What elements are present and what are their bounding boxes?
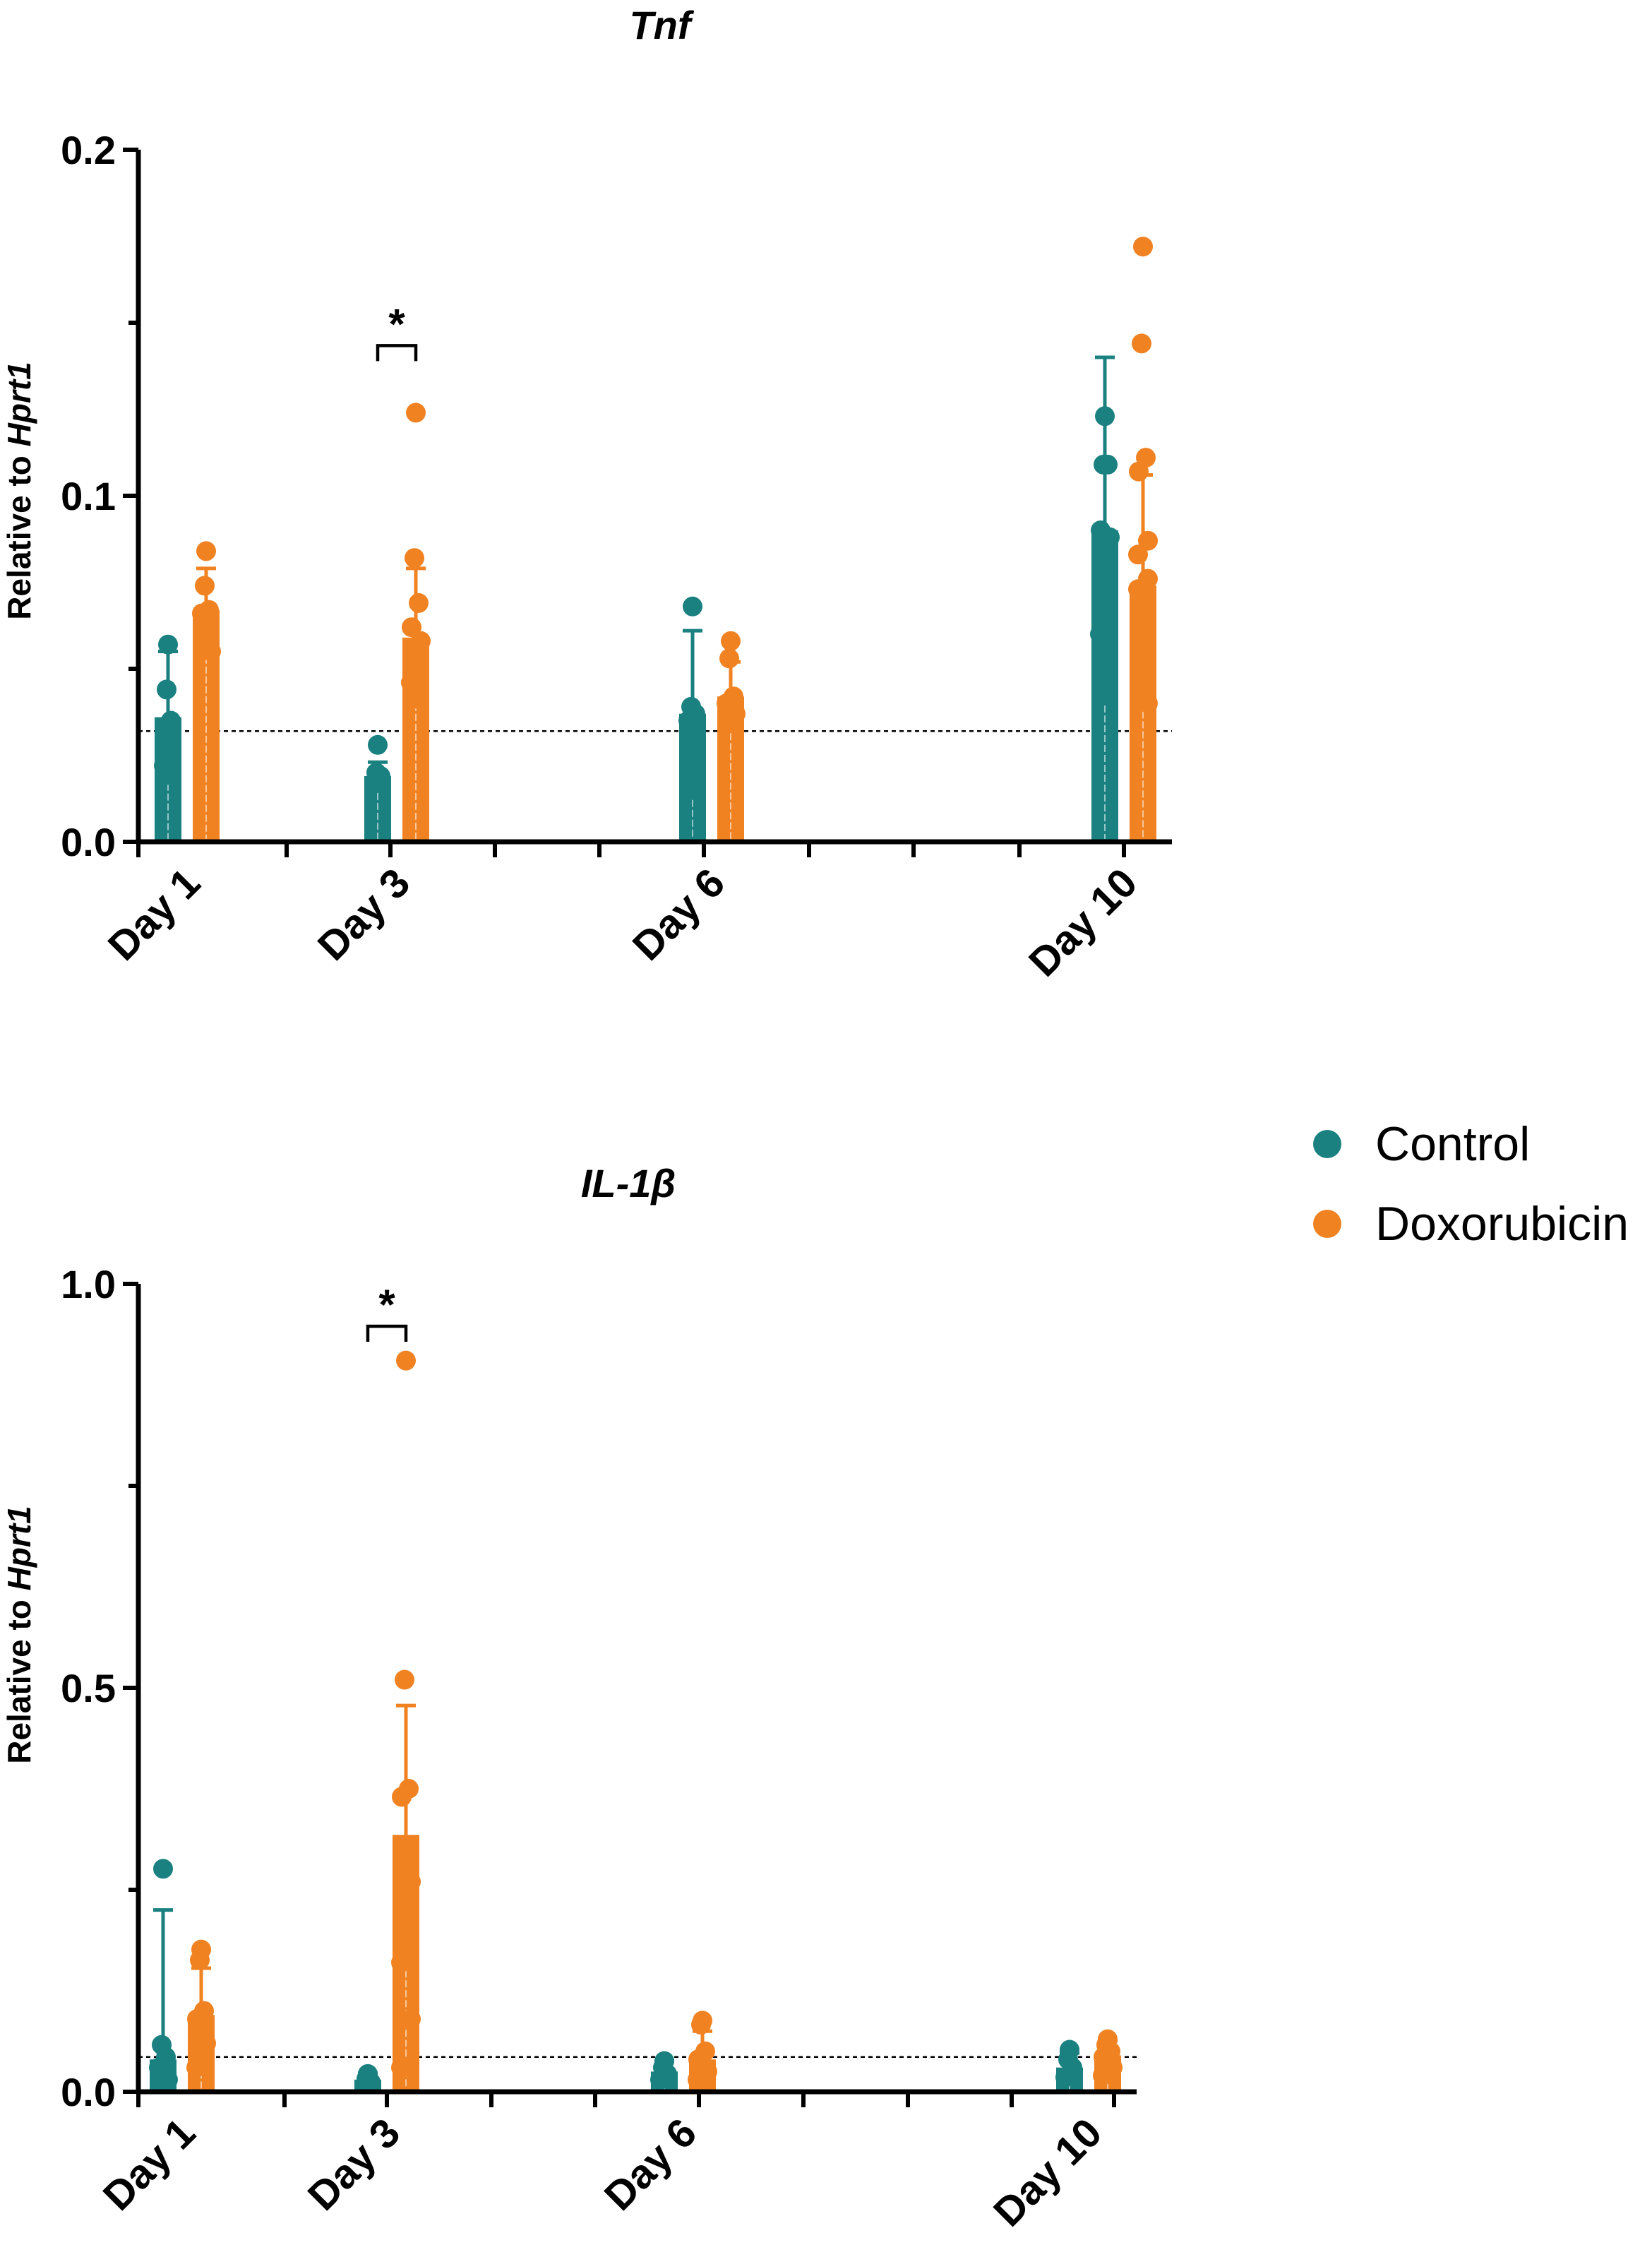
il1b-chart: IL-1β Relative to Hprt1 0.0 0.5 1.0 Day 1 Da…	[1, 1161, 1137, 2235]
x-tick-label: Day 1	[100, 859, 209, 969]
data-point-doxorubicin	[1129, 461, 1149, 482]
y-tick-label: 0.1	[61, 474, 116, 518]
significance-marker: *	[378, 1281, 395, 1328]
chart-title: Tnf	[629, 3, 694, 47]
data-point-doxorubicin	[195, 576, 215, 596]
data-point-doxorubicin	[192, 603, 212, 624]
data-point-doxorubicin	[201, 641, 221, 662]
x-tick-label: Day 1	[95, 2109, 204, 2219]
data-point-control	[1098, 454, 1118, 475]
y-axis-label: Relative to Hprt1	[1, 1506, 37, 1764]
y-tick-label: 0.0	[61, 820, 116, 864]
data-point-doxorubicin	[392, 1787, 412, 1807]
data-point-control	[361, 2072, 381, 2092]
data-point-doxorubicin	[196, 541, 216, 561]
x-tick-label: Day 10	[1020, 859, 1146, 985]
legend-marker-control	[1313, 1130, 1341, 1158]
tnf-chart: Tnf Relative to Hprt1 0.0 0.1 0.2 Day 1 Day …	[1, 3, 1172, 985]
significance-bracket	[366, 1324, 408, 1342]
y-tick-label: 0.2	[61, 128, 116, 172]
data-point-control	[153, 1859, 173, 1879]
data-point-doxorubicin	[396, 1350, 416, 1371]
x-tick-label: Day 3	[309, 859, 419, 969]
data-point-control	[368, 734, 388, 755]
data-point-control	[1055, 2067, 1075, 2088]
x-tick-label: Day 10	[985, 2109, 1111, 2235]
x-tick-label: Day 3	[299, 2109, 409, 2219]
data-point-control	[650, 2069, 670, 2090]
data-point-control	[683, 596, 702, 617]
y-tick-label: 1.0	[61, 1262, 116, 1306]
data-point-doxorubicin	[1128, 579, 1148, 600]
data-point-doxorubicin	[401, 2009, 421, 2030]
chart-title: IL-1β	[581, 1161, 676, 1205]
data-point-doxorubicin	[190, 1950, 210, 1970]
data-point-doxorubicin	[187, 2009, 207, 2030]
data-point-control	[157, 679, 176, 700]
data-point-doxorubicin	[721, 631, 741, 651]
data-point-doxorubicin	[395, 1669, 414, 1690]
data-point-control	[158, 634, 178, 655]
data-point-doxorubicin	[691, 2015, 711, 2035]
data-point-doxorubicin	[406, 403, 426, 423]
significance-marker: *	[388, 300, 405, 347]
legend: Control Doxorubicin	[1313, 1117, 1629, 1251]
legend-label-control: Control	[1375, 1117, 1530, 1171]
y-tick-label: 0.0	[61, 2070, 116, 2114]
y-axis-label: Relative to Hprt1	[1, 362, 37, 620]
x-tick-label: Day 6	[596, 2109, 705, 2219]
data-point-doxorubicin	[1138, 530, 1158, 551]
y-tick-label: 0.5	[61, 1666, 116, 1710]
data-point-doxorubicin	[186, 2057, 206, 2078]
data-point-control	[678, 710, 698, 731]
x-tick-label: Day 6	[624, 859, 734, 969]
data-point-control	[1100, 527, 1120, 547]
data-point-doxorubicin	[411, 631, 431, 651]
plot-area: 0.0 0.1 0.2 Day 1 Day 3 Day 6 Day 10 *	[61, 128, 1172, 985]
data-point-doxorubicin	[1133, 237, 1153, 257]
data-point-doxorubicin	[1132, 333, 1151, 354]
data-point-control	[1095, 406, 1115, 427]
data-point-doxorubicin	[391, 1952, 411, 1972]
data-point-doxorubicin	[401, 1871, 421, 1892]
data-point-doxorubicin	[405, 548, 424, 568]
data-point-doxorubicin	[409, 592, 429, 613]
data-point-control	[161, 710, 181, 731]
data-point-doxorubicin	[196, 2033, 216, 2054]
data-point-doxorubicin	[391, 2057, 411, 2078]
legend-label-doxorubicin: Doxorubicin	[1375, 1197, 1629, 1251]
data-point-doxorubicin	[1093, 2066, 1113, 2086]
data-point-doxorubicin	[726, 703, 746, 724]
data-point-doxorubicin	[401, 672, 421, 693]
data-point-control	[158, 2069, 178, 2090]
significance-bracket	[376, 344, 418, 362]
legend-marker-doxorubicin	[1313, 1210, 1341, 1238]
plot-area: 0.0 0.5 1.0 Day 1 Day 3 Day 6 Day 10 *	[61, 1262, 1137, 2235]
data-point-doxorubicin	[1128, 544, 1148, 565]
data-point-doxorubicin	[688, 2069, 707, 2090]
data-point-doxorubicin	[719, 648, 739, 669]
data-point-doxorubicin	[1138, 693, 1158, 713]
data-point-control	[1090, 624, 1110, 644]
data-point-control	[371, 766, 390, 786]
data-point-control	[154, 756, 174, 776]
